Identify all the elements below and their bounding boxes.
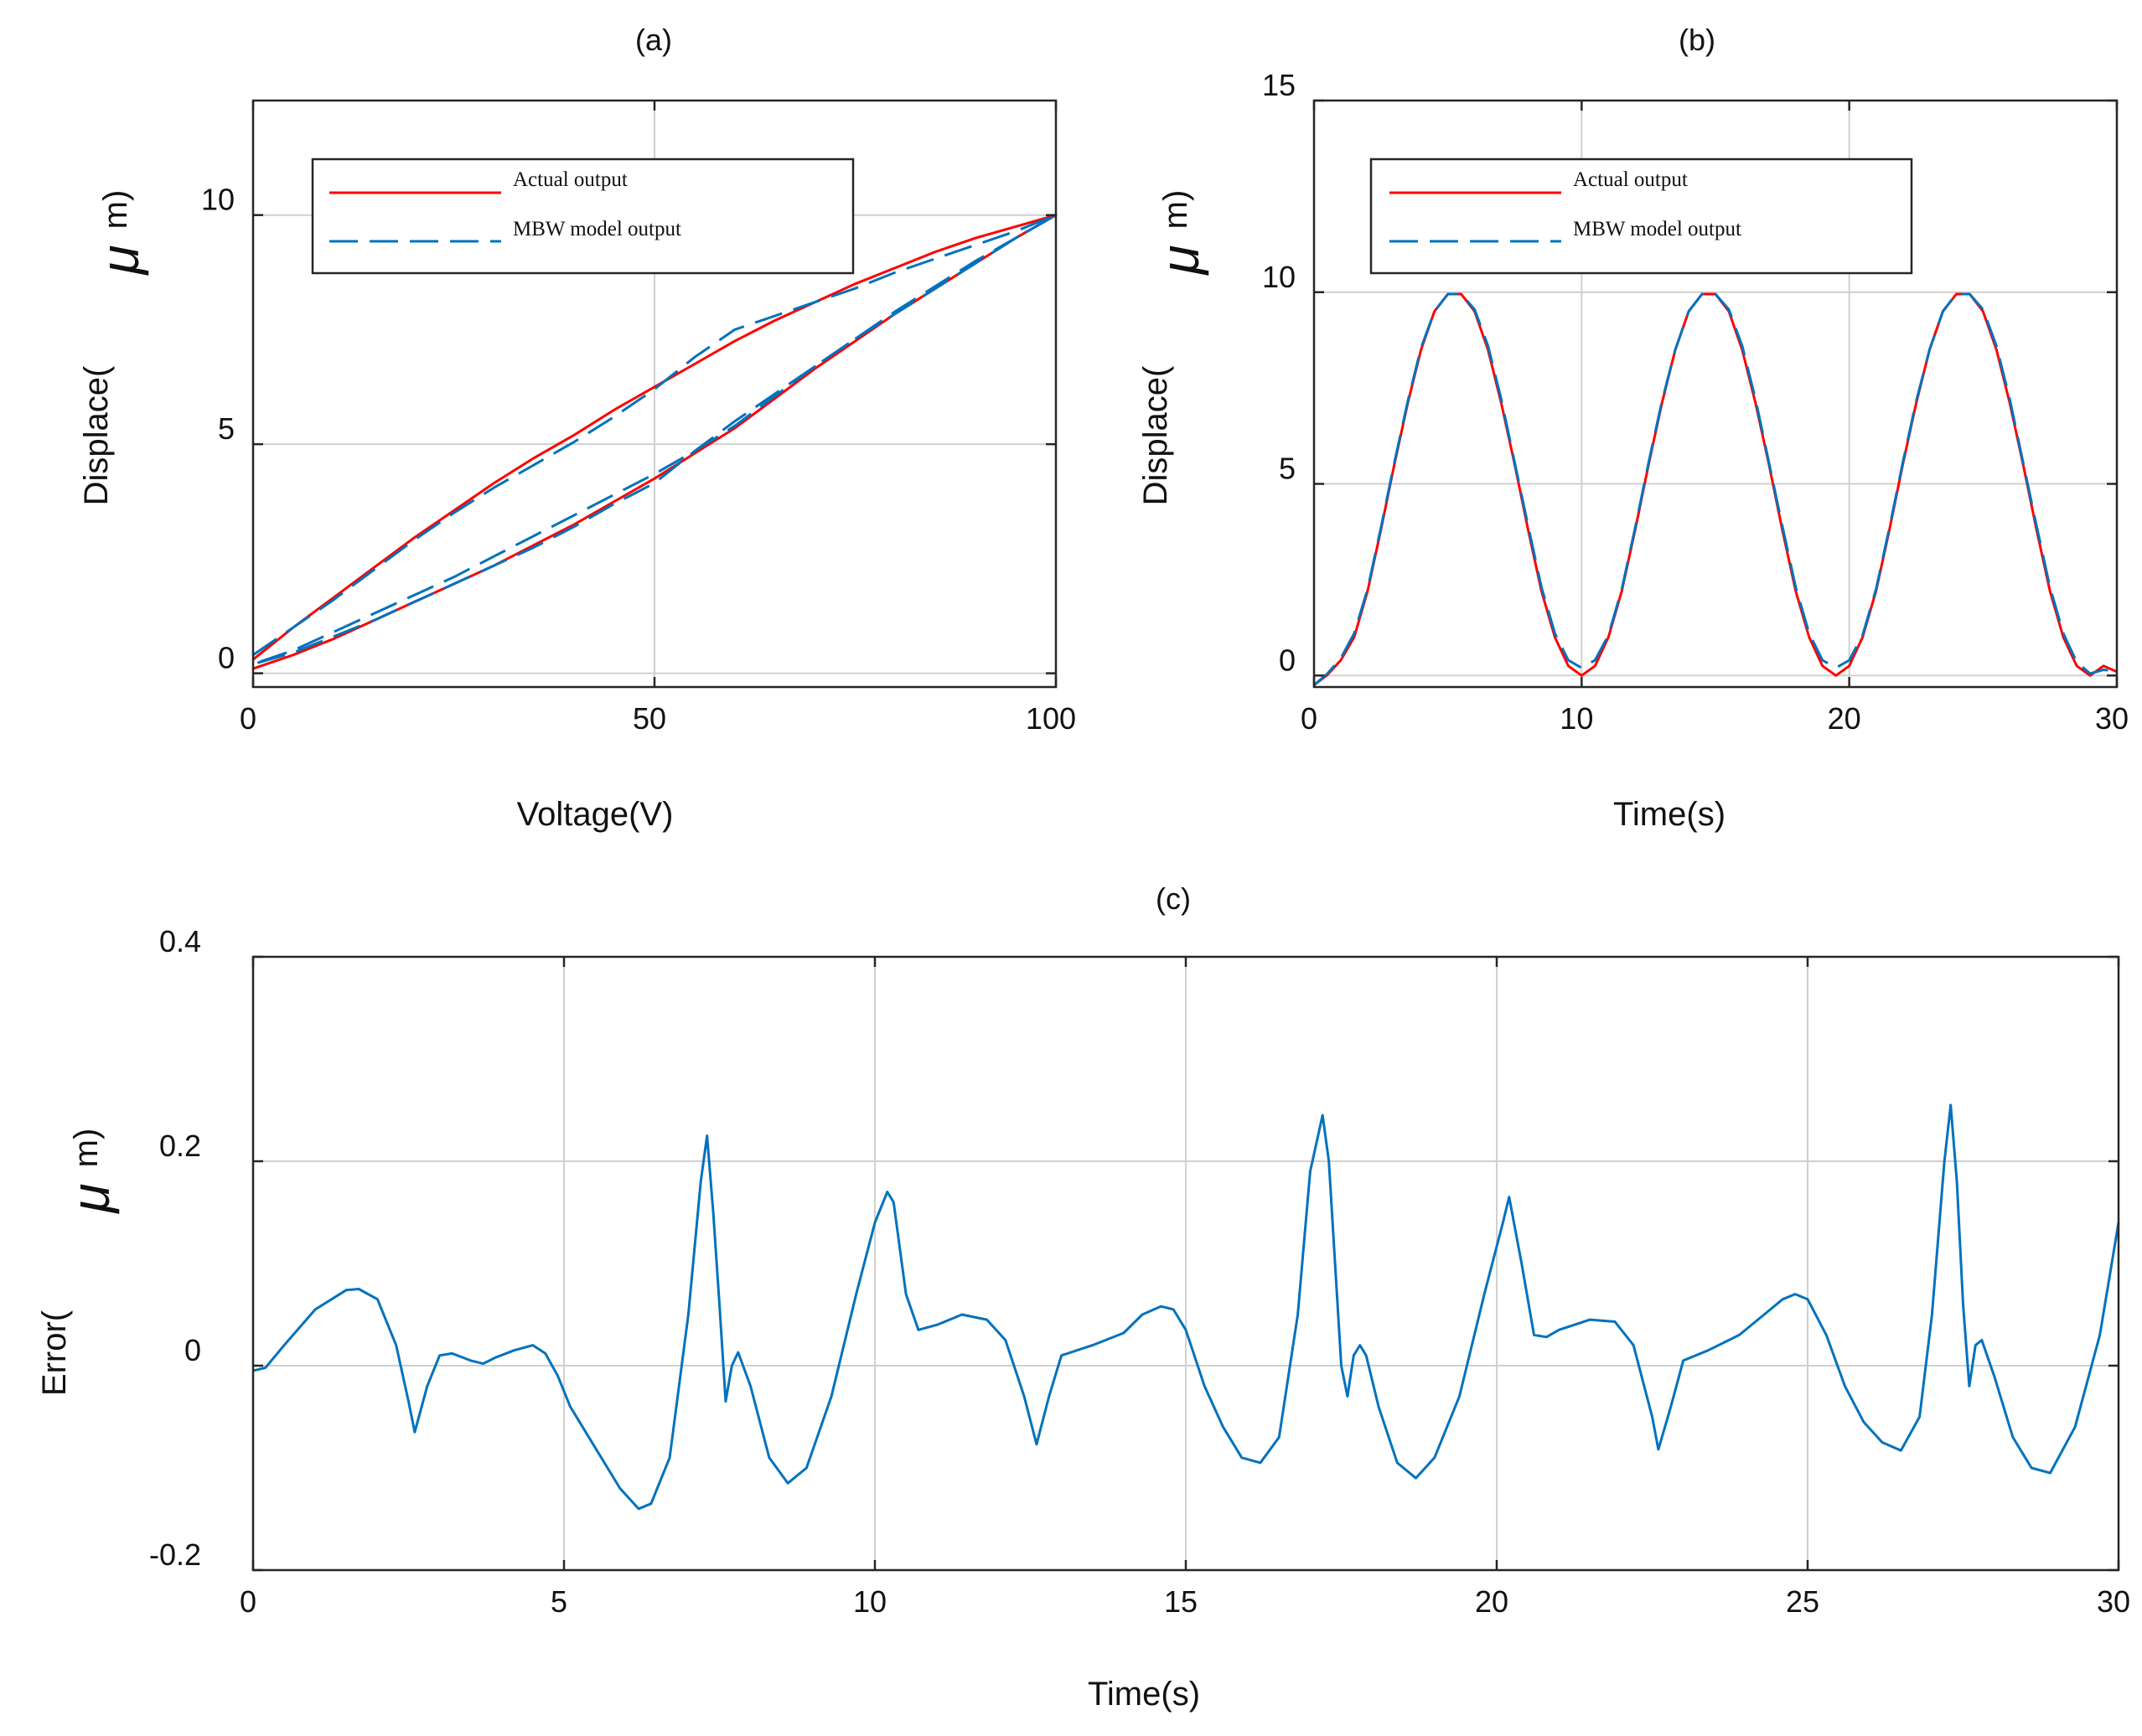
panel-c-series (252, 1103, 2120, 1511)
series-line-mbw-model-output (1313, 292, 2118, 686)
panel-a-ylabel-mu: μ (90, 245, 150, 276)
x-tick-label: 0 (240, 701, 256, 736)
y-tick-label: 0 (184, 1333, 201, 1367)
x-tick-label: 20 (1475, 1584, 1508, 1619)
panel-c: (c) 0 5 10 15 20 25 30 -0.2 0 0.2 0.4 Time(s) Erro… (36, 881, 2130, 1713)
x-tick-label: 20 (1828, 701, 1861, 736)
panel-b-legend-actual-label: Actual output (1573, 168, 1688, 191)
y-tick-label: 10 (1262, 260, 1296, 294)
panel-c-xlabel: Time(s) (1088, 1676, 1200, 1713)
panel-b-series (1313, 292, 2118, 686)
y-tick-label: 5 (1279, 452, 1296, 486)
panel-b-title: (b) (1679, 23, 1715, 57)
panel-a: (a) 0 50 100 0 5 10 Actual output MBW model o… (78, 23, 1076, 833)
series-line-error (252, 1103, 2120, 1511)
y-tick-label: 15 (1262, 68, 1296, 102)
x-tick-label: 30 (2095, 701, 2129, 736)
panel-a-ylabel: Displace( (78, 365, 115, 505)
x-tick-label: 10 (1560, 701, 1593, 736)
panel-c-ylabel-unit: μ m) (60, 1129, 121, 1215)
panel-a-ylabel-text: Displace( (78, 365, 115, 505)
panel-b-legend-box (1369, 158, 1913, 275)
panel-b-ylabel-mu: μ (1150, 245, 1210, 276)
y-tick-label: 5 (218, 411, 235, 446)
panel-b-ylabel-sup: m) (1157, 190, 1194, 230)
y-tick-label: 0.2 (159, 1129, 201, 1163)
panel-b-ylabel-text: Displace( (1137, 365, 1174, 505)
panel-c-title: (c) (1156, 881, 1191, 916)
panel-c-ticks: 0 5 10 15 20 25 30 -0.2 0 0.2 0.4 (149, 924, 2130, 1619)
panel-b-legend-model-label: MBW model output (1573, 218, 1741, 240)
panel-c-ylabel-sup: m) (68, 1129, 105, 1168)
panel-a-legend-box (311, 158, 855, 275)
panel-a-ticks: 0 50 100 0 5 10 (201, 101, 1076, 736)
panel-c-ylabel-mu: μ (60, 1183, 121, 1214)
panel-a-legend-actual-label: Actual output (513, 168, 628, 191)
series-line-actual-output (1313, 292, 2118, 686)
panel-a-title: (a) (635, 23, 672, 57)
panel-b-ticks: 0 10 20 30 0 5 10 15 (1262, 68, 2129, 736)
panel-a-ylabel-sup: m) (97, 190, 134, 230)
x-tick-label: 50 (633, 701, 666, 736)
y-tick-label: 10 (201, 183, 235, 217)
panel-a-ylabel-unit: μ m) (90, 190, 150, 276)
y-tick-label: 0 (218, 641, 235, 675)
panel-b-ylabel: Displace( (1137, 365, 1174, 505)
panel-b-ylabel-unit: μ m) (1150, 190, 1210, 276)
panel-a-legend: Actual output MBW model output (311, 158, 855, 275)
panel-b-xlabel: Time(s) (1613, 796, 1726, 833)
panel-c-ylabel: Error( (36, 1310, 73, 1396)
x-tick-label: 0 (240, 1584, 256, 1619)
x-tick-label: 25 (1786, 1584, 1819, 1619)
x-tick-label: 30 (2097, 1584, 2130, 1619)
panel-b: (b) 0 10 20 30 0 5 10 15 Actual output MBW mode… (1137, 23, 2129, 833)
x-tick-label: 100 (1026, 701, 1076, 736)
x-tick-label: 10 (853, 1584, 887, 1619)
panel-c-ylabel-text: Error( (36, 1310, 73, 1396)
x-tick-label: 0 (1301, 701, 1317, 736)
panel-b-axes-box (1312, 99, 2119, 689)
panel-a-legend-model-label: MBW model output (513, 218, 681, 240)
y-tick-label: 0 (1279, 643, 1296, 677)
panel-b-legend: Actual output MBW model output (1369, 158, 1913, 275)
y-tick-label: 0.4 (159, 924, 201, 958)
panel-a-xlabel: Voltage(V) (517, 796, 674, 833)
x-tick-label: 5 (551, 1584, 567, 1619)
panel-c-grid (253, 957, 2119, 1570)
y-tick-label: -0.2 (149, 1537, 201, 1572)
x-tick-label: 15 (1164, 1584, 1198, 1619)
